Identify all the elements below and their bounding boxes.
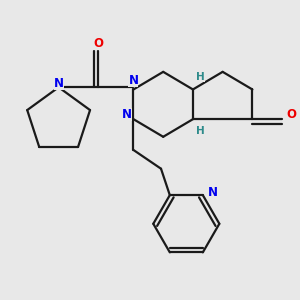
Text: O: O <box>93 37 103 50</box>
Text: N: N <box>54 77 64 91</box>
Text: N: N <box>128 74 139 87</box>
Text: H: H <box>196 126 205 136</box>
Text: N: N <box>122 108 132 121</box>
Text: N: N <box>208 187 218 200</box>
Text: H: H <box>196 72 205 82</box>
Text: O: O <box>286 108 296 121</box>
